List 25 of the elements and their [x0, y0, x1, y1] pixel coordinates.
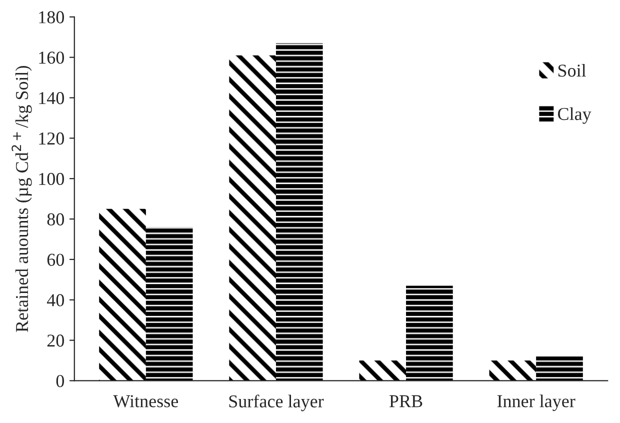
- x-tick-label: Inner layer: [497, 394, 576, 412]
- y-tick-label: 40: [46, 294, 64, 306]
- y-tick-label: 60: [47, 254, 64, 266]
- bar: [489, 360, 536, 381]
- bar: [406, 286, 453, 381]
- y-tick-label: 0: [56, 374, 64, 388]
- y-tick-label: 80: [47, 213, 64, 226]
- bar: [229, 55, 276, 381]
- bar: [276, 43, 323, 381]
- y-tick-label: 160: [39, 52, 64, 64]
- x-tick-label: Witnesse: [113, 395, 178, 408]
- y-tick-label: 140: [39, 92, 64, 104]
- bar: [359, 360, 406, 381]
- bar: [99, 208, 146, 381]
- y-axis-title: Retained auounts (µg Cd$^{2+}$/kg Soil): [12, 66, 32, 332]
- bar: [536, 356, 583, 381]
- legend-label: Soil: [558, 64, 586, 77]
- y-tick-label: 100: [39, 172, 64, 186]
- x-tick-label: Surface layer: [229, 394, 324, 412]
- legend-label: Clay: [558, 107, 592, 124]
- bar: [146, 227, 193, 381]
- y-tick-label: 180: [39, 11, 64, 24]
- y-tick-label: 20: [47, 334, 64, 347]
- y-tick-label: 120: [39, 132, 64, 145]
- x-tick-label: PRB: [389, 395, 422, 408]
